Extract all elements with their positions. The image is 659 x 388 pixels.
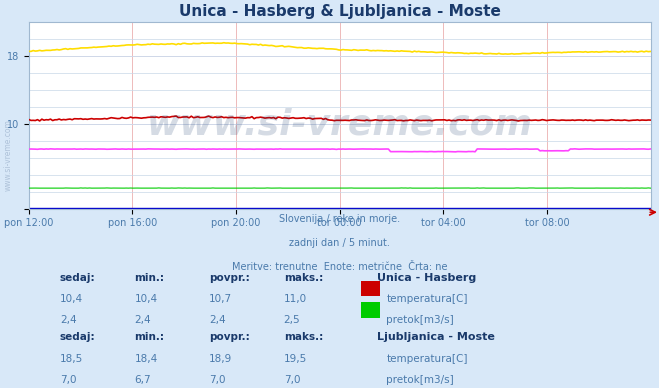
Text: zadnji dan / 5 minut.: zadnji dan / 5 minut. (289, 238, 390, 248)
Title: Unica - Hasberg & Ljubljanica - Moste: Unica - Hasberg & Ljubljanica - Moste (179, 4, 501, 19)
Text: 18,9: 18,9 (209, 353, 233, 364)
Text: min.:: min.: (134, 332, 165, 342)
Text: povpr.:: povpr.: (209, 273, 250, 283)
Text: pretok[m3/s]: pretok[m3/s] (386, 315, 454, 326)
Text: 2,4: 2,4 (134, 315, 151, 326)
Bar (361, 362, 380, 377)
Text: 6,7: 6,7 (134, 375, 151, 385)
Bar (361, 281, 380, 296)
Text: temperatura[C]: temperatura[C] (386, 353, 468, 364)
Text: Meritve: trenutne  Enote: metrične  Črta: ne: Meritve: trenutne Enote: metrične Črta: … (232, 262, 447, 272)
Text: maks.:: maks.: (284, 273, 323, 283)
Text: 7,0: 7,0 (284, 375, 301, 385)
Text: temperatura[C]: temperatura[C] (386, 294, 468, 304)
Text: pretok[m3/s]: pretok[m3/s] (386, 375, 454, 385)
Text: 2,4: 2,4 (60, 315, 76, 326)
Bar (361, 302, 380, 318)
Text: sedaj:: sedaj: (60, 273, 96, 283)
Text: sedaj:: sedaj: (60, 332, 96, 342)
Text: 18,5: 18,5 (60, 353, 83, 364)
Text: Unica - Hasberg: Unica - Hasberg (377, 273, 476, 283)
Text: www.si-vreme.com: www.si-vreme.com (146, 107, 532, 142)
Text: Ljubljanica - Moste: Ljubljanica - Moste (377, 332, 495, 342)
Text: maks.:: maks.: (284, 332, 323, 342)
Text: 11,0: 11,0 (284, 294, 307, 304)
Text: 2,4: 2,4 (209, 315, 226, 326)
Text: 19,5: 19,5 (284, 353, 307, 364)
Text: min.:: min.: (134, 273, 165, 283)
Text: povpr.:: povpr.: (209, 332, 250, 342)
Text: Slovenija / reke in morje.: Slovenija / reke in morje. (279, 215, 400, 224)
Text: 10,4: 10,4 (60, 294, 83, 304)
Text: www.si-vreme.com: www.si-vreme.com (3, 119, 13, 191)
Text: 7,0: 7,0 (60, 375, 76, 385)
Bar (361, 340, 380, 356)
Text: 7,0: 7,0 (209, 375, 225, 385)
Text: 10,4: 10,4 (134, 294, 158, 304)
Text: 2,5: 2,5 (284, 315, 301, 326)
Text: 18,4: 18,4 (134, 353, 158, 364)
Text: 10,7: 10,7 (209, 294, 232, 304)
